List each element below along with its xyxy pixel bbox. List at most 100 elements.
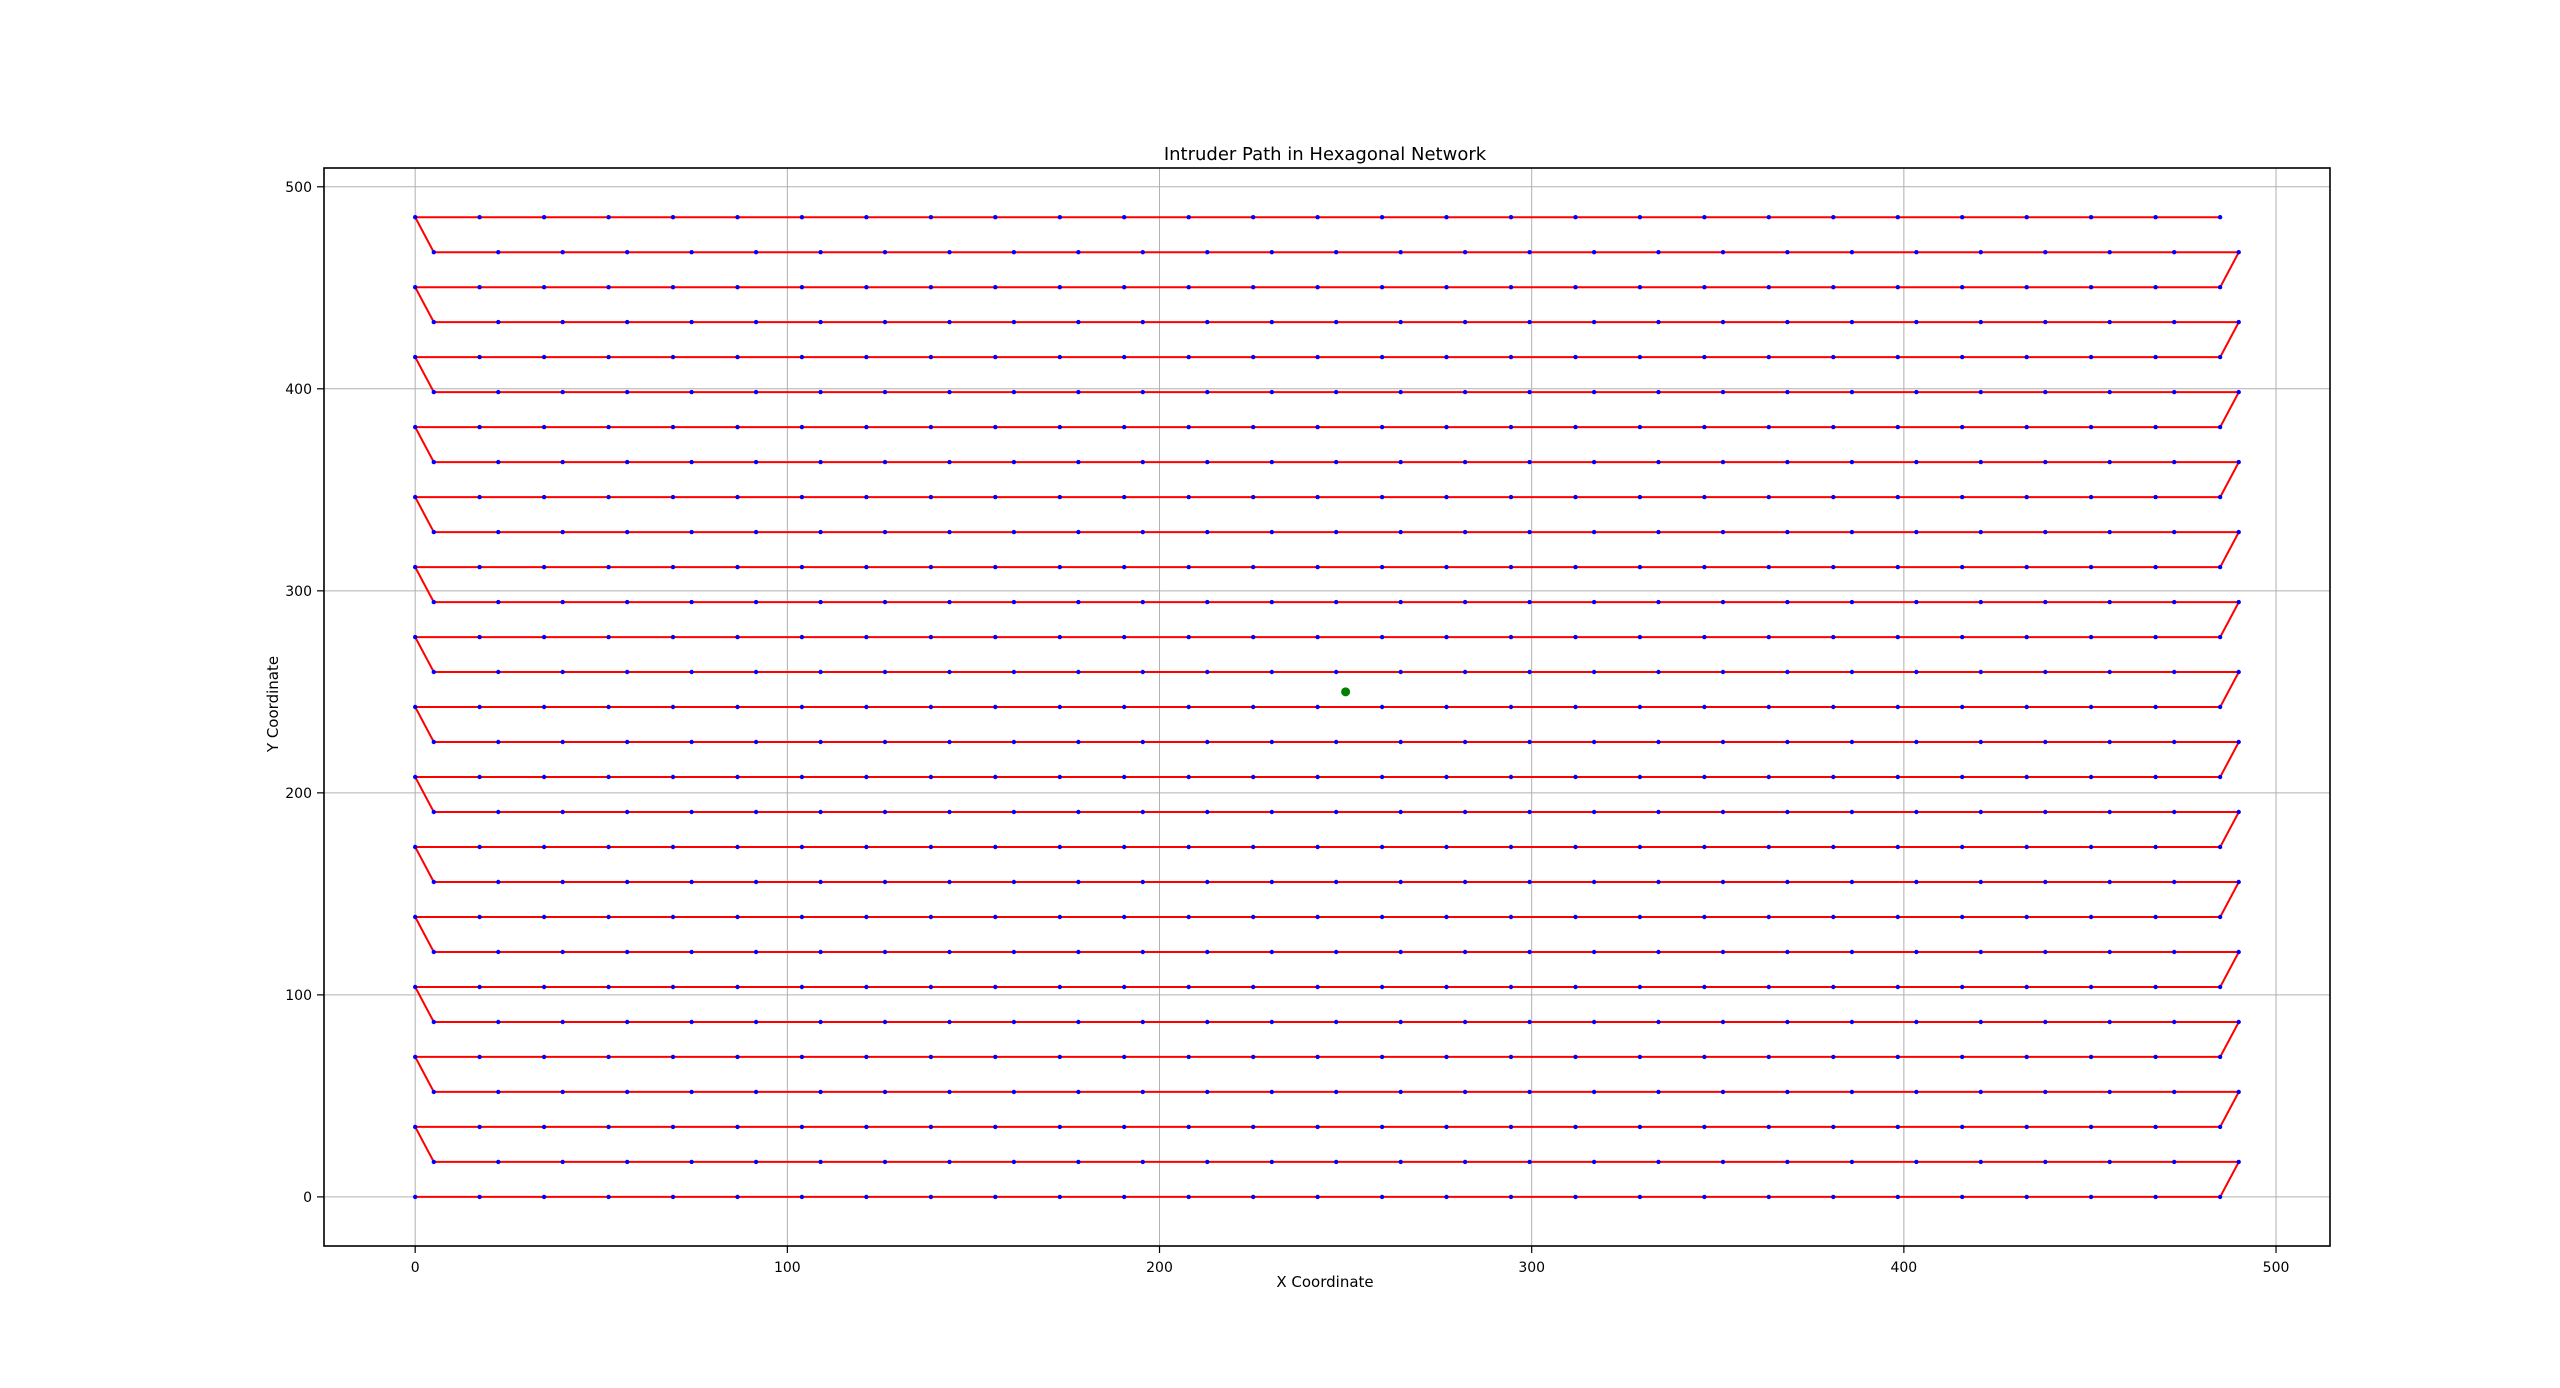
network-node [1766,634,1772,640]
network-node [1914,1159,1919,1165]
network-node [799,914,805,920]
network-node [1656,529,1661,535]
network-node [1398,879,1403,885]
network-node [1251,424,1256,430]
network-node [606,844,611,850]
network-node [541,704,547,710]
network-node [1766,564,1772,570]
network-node [753,389,759,395]
network-node [1186,285,1191,290]
network-node [670,704,676,710]
network-node [2024,424,2029,430]
network-node [1720,949,1726,955]
network-node [1379,774,1385,780]
network-node [1205,1089,1210,1095]
network-node [670,914,676,920]
network-node [1122,704,1127,710]
network-node [689,669,694,675]
network-node [1444,215,1449,220]
network-node [541,215,547,220]
network-node [1398,459,1403,465]
network-node [1140,949,1146,955]
network-node [2236,529,2241,535]
network-node [1591,809,1597,815]
network-node [882,669,888,675]
network-node [2088,215,2094,220]
network-node [864,1194,869,1200]
network-node [1785,1089,1790,1095]
network-node [606,1124,611,1130]
network-node [541,354,547,360]
network-node [1591,389,1597,395]
network-node [1914,809,1919,815]
network-node [496,459,501,465]
network-node [625,389,630,395]
network-node [1978,809,1984,815]
network-node [1766,774,1772,780]
network-node [431,1019,436,1025]
network-node [670,215,676,220]
network-node [1379,494,1385,500]
network-node [1251,1194,1256,1200]
network-node [1573,1054,1578,1060]
network-node [1140,319,1146,325]
network-node [928,285,934,290]
network-node [947,1159,952,1165]
network-node [1186,774,1191,780]
network-node [1462,389,1468,395]
network-node [1766,914,1772,920]
network-node [1122,984,1127,990]
network-node [1702,1194,1707,1200]
network-node [606,215,611,220]
network-node [1379,424,1385,430]
network-node [2024,914,2029,920]
network-node [799,1124,805,1130]
network-node [1895,354,1901,360]
network-node [1444,564,1449,570]
network-node [1960,1054,1965,1060]
network-node [560,669,565,675]
network-node [1444,494,1449,500]
network-node [1895,494,1901,500]
network-node [1591,949,1597,955]
network-node [1140,669,1146,675]
network-node [2153,285,2158,290]
network-node [2217,424,2223,430]
network-node [882,949,888,955]
network-node [625,879,630,885]
network-node [2088,844,2094,850]
network-node [431,389,436,395]
x-tick-label: 500 [2263,1260,2290,1276]
network-node [2043,1159,2048,1165]
network-node [670,285,676,290]
network-node [413,354,418,360]
network-node [1379,1054,1385,1060]
network-node [1076,1019,1081,1025]
network-node [799,564,805,570]
network-node [1914,319,1919,325]
network-node [1011,529,1017,535]
network-node [1315,285,1320,290]
network-node [1315,564,1320,570]
network-node [2172,529,2177,535]
network-node [1960,494,1965,500]
network-node [1960,634,1965,640]
network-node [1444,704,1449,710]
network-node [1057,215,1063,220]
network-node [431,529,436,535]
network-node [1122,215,1127,220]
network-node [928,844,934,850]
network-node [1122,1194,1127,1200]
network-node [993,704,998,710]
network-node [2217,844,2223,850]
x-axis-label: X Coordinate [1276,1273,1373,1291]
network-node [2172,739,2177,745]
network-node [689,319,694,325]
network-node [1914,529,1919,535]
network-node [1269,599,1275,605]
network-node [1702,424,1707,430]
network-node [477,285,482,290]
network-node [1527,809,1532,815]
network-node [2153,1054,2158,1060]
network-node [864,354,869,360]
